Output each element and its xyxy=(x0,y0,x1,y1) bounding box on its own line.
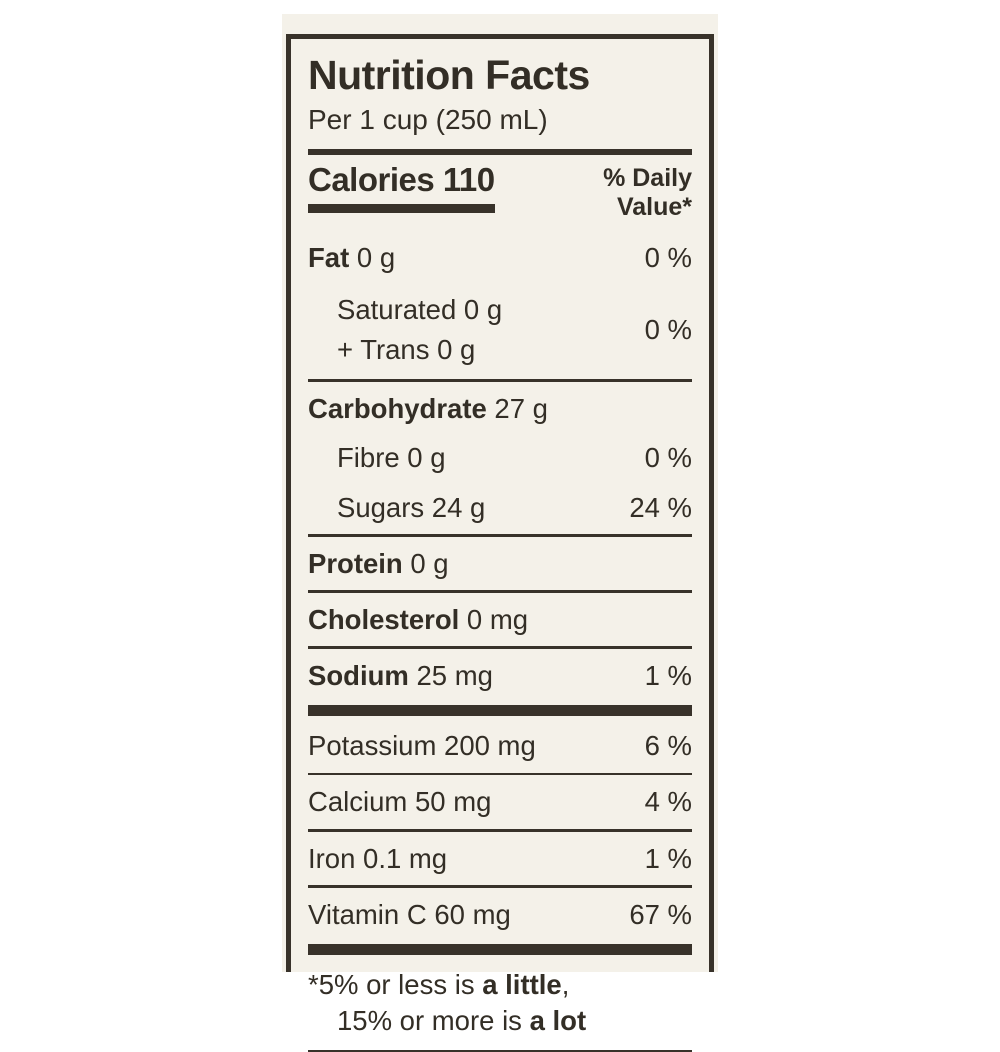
daily-value-percent: 67 % xyxy=(629,898,692,930)
daily-value-percent: 24 % xyxy=(629,491,692,523)
daily-value-percent: 0 % xyxy=(644,442,692,474)
nutrient-row-group: Saturated 0 g + Trans 0 g 0 % xyxy=(308,282,692,377)
thin-rule xyxy=(308,885,692,888)
nutrient-rows: Fat 0 g 0 % Saturated 0 g + Trans 0 g 0 % Car… xyxy=(308,233,692,956)
nutrient-row-carbohydrate: Carbohydrate 27 g xyxy=(308,384,692,434)
daily-value-percent: 4 % xyxy=(644,786,692,818)
thin-rule xyxy=(308,534,692,537)
daily-value-percent: 1 % xyxy=(644,659,692,691)
nutrient-row-vitamin-c: Vitamin C 60 mg 67 % xyxy=(308,890,692,940)
nutrient-name: Fat 0 g xyxy=(308,241,396,273)
calories-row: Calories 110 % Daily Value* xyxy=(308,161,692,223)
nutrient-row-fat: Fat 0 g 0 % xyxy=(308,233,692,283)
nutrient-name: Saturated 0 g + Trans 0 g xyxy=(337,294,503,365)
nutrient-row-fibre: Fibre 0 g 0 % xyxy=(308,433,692,483)
thick-rule xyxy=(308,705,692,717)
nutrient-row-potassium: Potassium 200 mg 6 % xyxy=(308,721,692,771)
thick-rule xyxy=(308,944,692,956)
nutrient-name: Protein 0 g xyxy=(308,547,449,579)
thin-rule xyxy=(308,379,692,382)
daily-value-percent: 6 % xyxy=(644,730,692,762)
nutrient-name: Cholesterol 0 mg xyxy=(308,603,529,635)
nutrient-row-iron: Iron 0.1 mg 1 % xyxy=(308,834,692,884)
daily-value-header: % Daily Value* xyxy=(603,161,692,223)
serving-size: Per 1 cup (250 mL) xyxy=(308,103,548,135)
nutrient-row-sugars: Sugars 24 g 24 % xyxy=(308,483,692,533)
nutrition-facts-table: Nutrition Facts Per 1 cup (250 mL) Calor… xyxy=(286,34,714,1052)
nutrient-row-protein: Protein 0 g xyxy=(308,539,692,589)
nutrient-name: Sodium 25 mg xyxy=(308,659,493,691)
nutrient-name: Vitamin C 60 mg xyxy=(308,898,511,930)
nutrient-row-sodium: Sodium 25 mg 1 % xyxy=(308,651,692,701)
nutrition-label-paper: Nutrition Facts Per 1 cup (250 mL) Calor… xyxy=(282,14,718,1052)
nutrient-name: Fibre 0 g xyxy=(337,442,446,474)
nutrient-row-cholesterol: Cholesterol 0 mg xyxy=(308,595,692,645)
nutrient-name: Iron 0.1 mg xyxy=(308,842,448,874)
thin-rule xyxy=(308,772,692,776)
thin-rule xyxy=(308,829,692,832)
nutrient-name: Potassium 200 mg xyxy=(308,730,536,762)
daily-value-percent: 0 % xyxy=(644,241,692,273)
heavy-rule-top xyxy=(308,148,692,155)
nutrient-name: Carbohydrate 27 g xyxy=(308,392,548,424)
nutrient-name: Calcium 50 mg xyxy=(308,786,492,818)
label-title: Nutrition Facts xyxy=(308,52,590,98)
nutrient-row-calcium: Calcium 50 mg 4 % xyxy=(308,777,692,827)
daily-value-line2: Value* xyxy=(616,193,692,221)
footnote: *5% or less is a little, 15% or more is … xyxy=(308,967,692,1040)
footnote-line2: 15% or more is a lot xyxy=(337,1005,587,1037)
thin-rule xyxy=(308,590,692,593)
nutrient-name: Sugars 24 g xyxy=(337,491,486,523)
thin-rule xyxy=(308,646,692,649)
daily-value-line1: % Daily xyxy=(603,163,692,192)
calories-value: Calories 110 xyxy=(308,161,495,213)
daily-value-percent: 1 % xyxy=(644,842,692,874)
footnote-line1: *5% or less is a little, xyxy=(308,969,570,1001)
daily-value-percent: 0 % xyxy=(644,313,692,345)
